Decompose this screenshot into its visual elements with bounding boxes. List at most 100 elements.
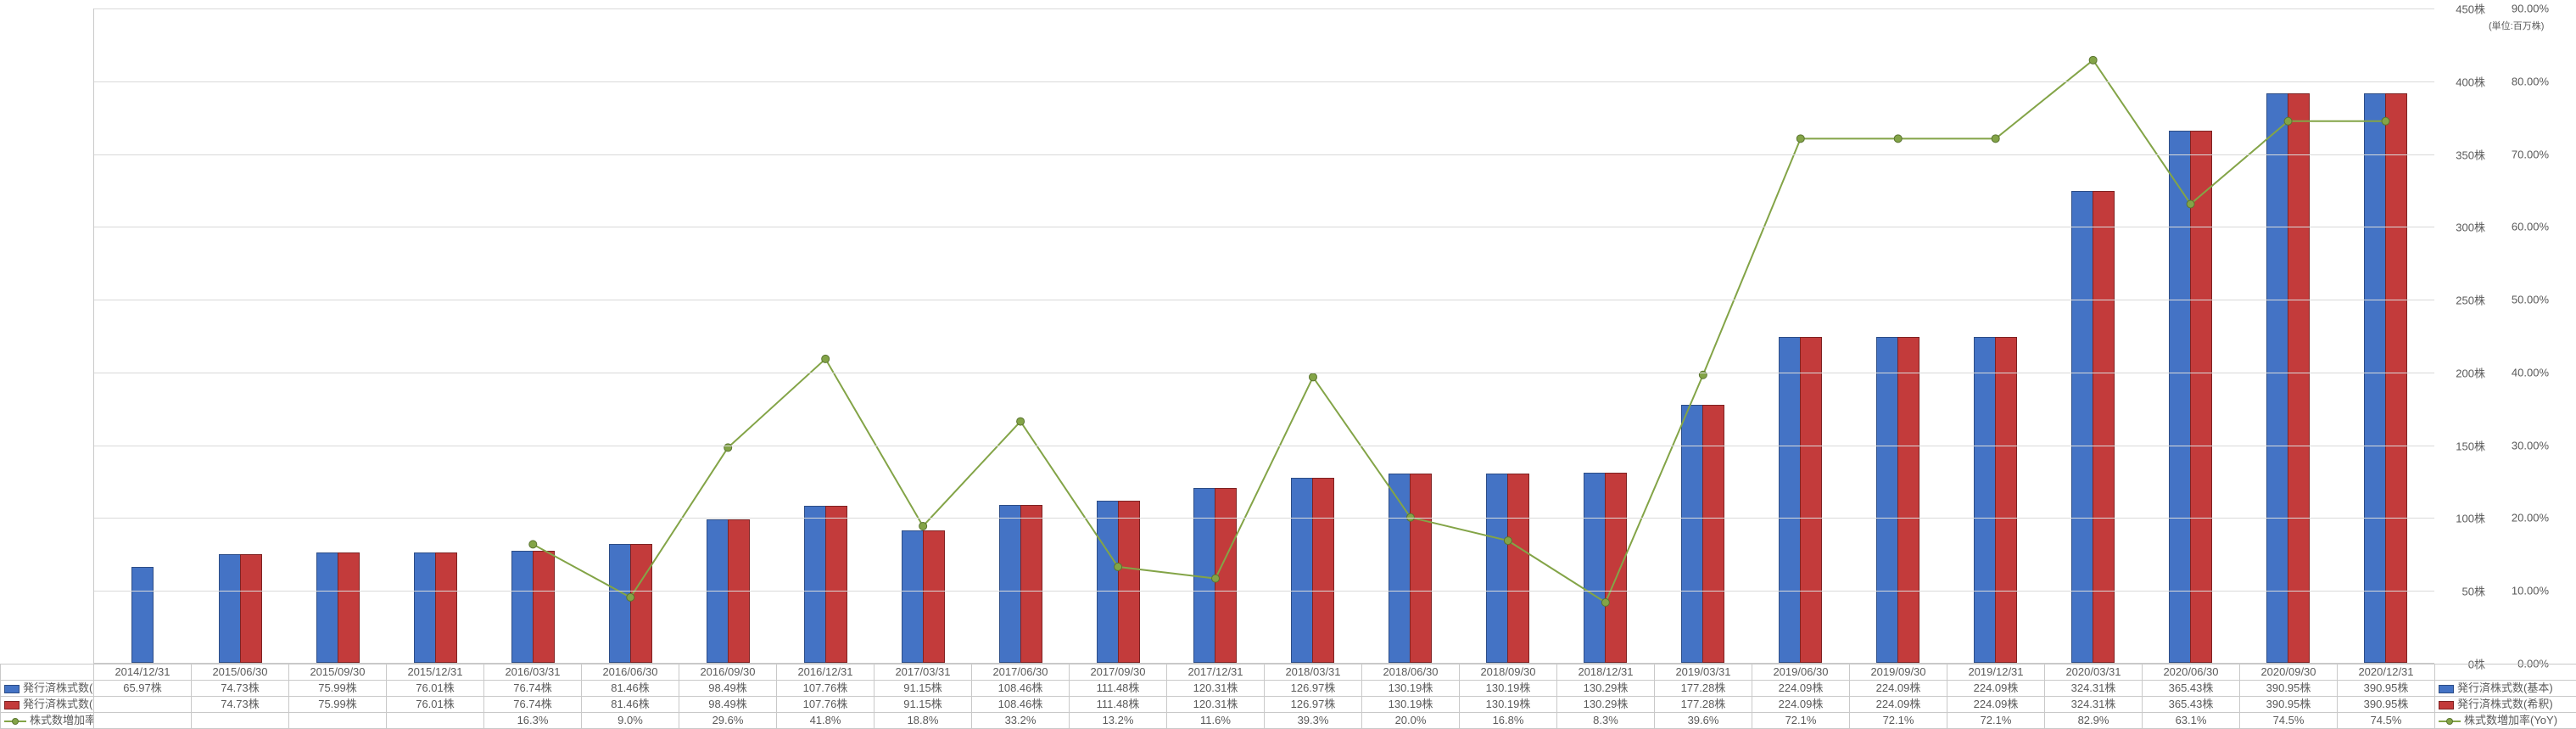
row-yoy-cell: 11.6% [1167, 713, 1265, 729]
row-diluted-cell: 107.76株 [777, 697, 874, 713]
row-diluted-cell: 74.73株 [192, 697, 289, 713]
swatch-line-icon [4, 717, 26, 726]
row-diluted-cell: 108.46株 [972, 697, 1070, 713]
primary-tick: 150株 [2456, 437, 2485, 453]
row-diluted-right-legend: 発行済株式数(希釈) [2435, 697, 2576, 713]
row-categories-cell: 2017/12/31 [1167, 665, 1265, 681]
row-categories-cell: 2014/12/31 [94, 665, 192, 681]
row-diluted-cell: 365.43株 [2143, 697, 2240, 713]
row-yoy-cell: 20.0% [1362, 713, 1460, 729]
yoy-marker [529, 541, 537, 548]
row-diluted-cell: 130.29株 [1557, 697, 1655, 713]
row-categories-cell: 2018/12/31 [1557, 665, 1655, 681]
row-basic-cell: 224.09株 [1752, 681, 1850, 697]
yoy-marker [2284, 117, 2292, 125]
plot-area [93, 8, 2434, 664]
row-basic-cell: 130.19株 [1362, 681, 1460, 697]
row-categories-cell: 2020/12/31 [2338, 665, 2435, 681]
row-basic-cell: 120.31株 [1167, 681, 1265, 697]
row-yoy-cell [192, 713, 289, 729]
row-diluted-cell: 91.15株 [874, 697, 972, 713]
chart-container: 0株50株100株150株200株250株300株350株400株450株 0.… [0, 0, 2576, 728]
row-categories-cell: 2015/12/31 [387, 665, 484, 681]
row-yoy-cell: 8.3% [1557, 713, 1655, 729]
primary-tick: 450株 [2456, 1, 2485, 17]
row-basic-right-legend: 発行済株式数(基本) [2435, 681, 2576, 697]
row-basic-cell: 98.49株 [679, 681, 777, 697]
row-diluted-cell: 111.48株 [1070, 697, 1167, 713]
row-diluted-cell: 130.19株 [1362, 697, 1460, 713]
row-basic-cell: 224.09株 [1947, 681, 2045, 697]
row-categories-cell: 2016/03/31 [484, 665, 582, 681]
row-basic-cell: 324.31株 [2045, 681, 2143, 697]
yoy-marker [627, 593, 634, 601]
primary-tick: 400株 [2456, 73, 2485, 89]
row-yoy-cell: 16.8% [1460, 713, 1557, 729]
yoy-marker [1504, 537, 1512, 545]
row-diluted-cell: 76.74株 [484, 697, 582, 713]
row-diluted-cell: 224.09株 [1752, 697, 1850, 713]
row-yoy-cell [94, 713, 192, 729]
row-basic-cell: 390.95株 [2240, 681, 2338, 697]
row-categories-cell: 2017/06/30 [972, 665, 1070, 681]
unit-note: (単位:百万株) [2489, 19, 2544, 32]
swatch-blue-icon [2439, 685, 2454, 693]
secondary-tick: 90.00% [2512, 3, 2549, 15]
row-basic-cell: 108.46株 [972, 681, 1070, 697]
row-categories-cell: 2016/09/30 [679, 665, 777, 681]
row-yoy-right-legend: 株式数増加率(YoY) [2435, 713, 2576, 729]
yoy-marker [1796, 135, 1804, 143]
row-basic-cell: 91.15株 [874, 681, 972, 697]
swatch-blue-icon [4, 685, 20, 693]
row-diluted-cell: 76.01株 [387, 697, 484, 713]
row-diluted-cell: 390.95株 [2338, 697, 2435, 713]
yoy-marker [1309, 373, 1316, 381]
row-basic-cell: 126.97株 [1265, 681, 1362, 697]
row-yoy-cell [289, 713, 387, 729]
row-categories-right-legend [2435, 665, 2576, 681]
row-yoy-cell: 29.6% [679, 713, 777, 729]
row-categories-cell: 2019/03/31 [1655, 665, 1752, 681]
row-yoy: 株式数増加率(YoY)16.3%9.0%29.6%41.8%18.8%33.2%… [1, 713, 2576, 729]
row-basic-cell: 111.48株 [1070, 681, 1167, 697]
row-categories-cell: 2018/03/31 [1265, 665, 1362, 681]
row-diluted-cell [94, 697, 192, 713]
row-categories-cell: 2015/09/30 [289, 665, 387, 681]
row-diluted-cell: 75.99株 [289, 697, 387, 713]
row-yoy-cell: 39.3% [1265, 713, 1362, 729]
row-yoy-cell: 74.5% [2240, 713, 2338, 729]
row-basic-cell: 224.09株 [1850, 681, 1947, 697]
yoy-marker [1894, 135, 1902, 143]
row-categories-cell: 2018/06/30 [1362, 665, 1460, 681]
row-basic-cell: 130.19株 [1460, 681, 1557, 697]
secondary-tick: 50.00% [2512, 294, 2549, 306]
row-basic-cell: 76.01株 [387, 681, 484, 697]
yoy-line [533, 60, 2385, 603]
row-yoy-cell: 72.1% [1752, 713, 1850, 729]
data-table: 2014/12/312015/06/302015/09/302015/12/31… [0, 664, 2576, 729]
row-categories-cell: 2019/06/30 [1752, 665, 1850, 681]
row-diluted-header: 発行済株式数(希釈) [1, 697, 94, 713]
secondary-tick: 80.00% [2512, 75, 2549, 87]
row-diluted-cell: 224.09株 [1947, 697, 2045, 713]
row-diluted-cell: 177.28株 [1655, 697, 1752, 713]
swatch-red-icon [2439, 701, 2454, 709]
row-yoy-cell: 9.0% [582, 713, 679, 729]
row-yoy-cell: 39.6% [1655, 713, 1752, 729]
row-yoy-cell: 33.2% [972, 713, 1070, 729]
row-basic-cell: 365.43株 [2143, 681, 2240, 697]
row-categories-cell: 2020/06/30 [2143, 665, 2240, 681]
row-yoy-cell: 41.8% [777, 713, 874, 729]
row-basic-cell: 107.76株 [777, 681, 874, 697]
row-yoy-cell: 63.1% [2143, 713, 2240, 729]
row-categories-cell: 2020/03/31 [2045, 665, 2143, 681]
row-categories-cell: 2019/09/30 [1850, 665, 1947, 681]
primary-tick: 200株 [2456, 364, 2485, 380]
row-basic-cell: 74.73株 [192, 681, 289, 697]
row-yoy-cell: 72.1% [1850, 713, 1947, 729]
row-categories-cell: 2017/09/30 [1070, 665, 1167, 681]
row-categories-cell: 2017/03/31 [874, 665, 972, 681]
row-basic-cell: 390.95株 [2338, 681, 2435, 697]
primary-tick: 50株 [2462, 583, 2485, 599]
row-diluted-cell: 120.31株 [1167, 697, 1265, 713]
